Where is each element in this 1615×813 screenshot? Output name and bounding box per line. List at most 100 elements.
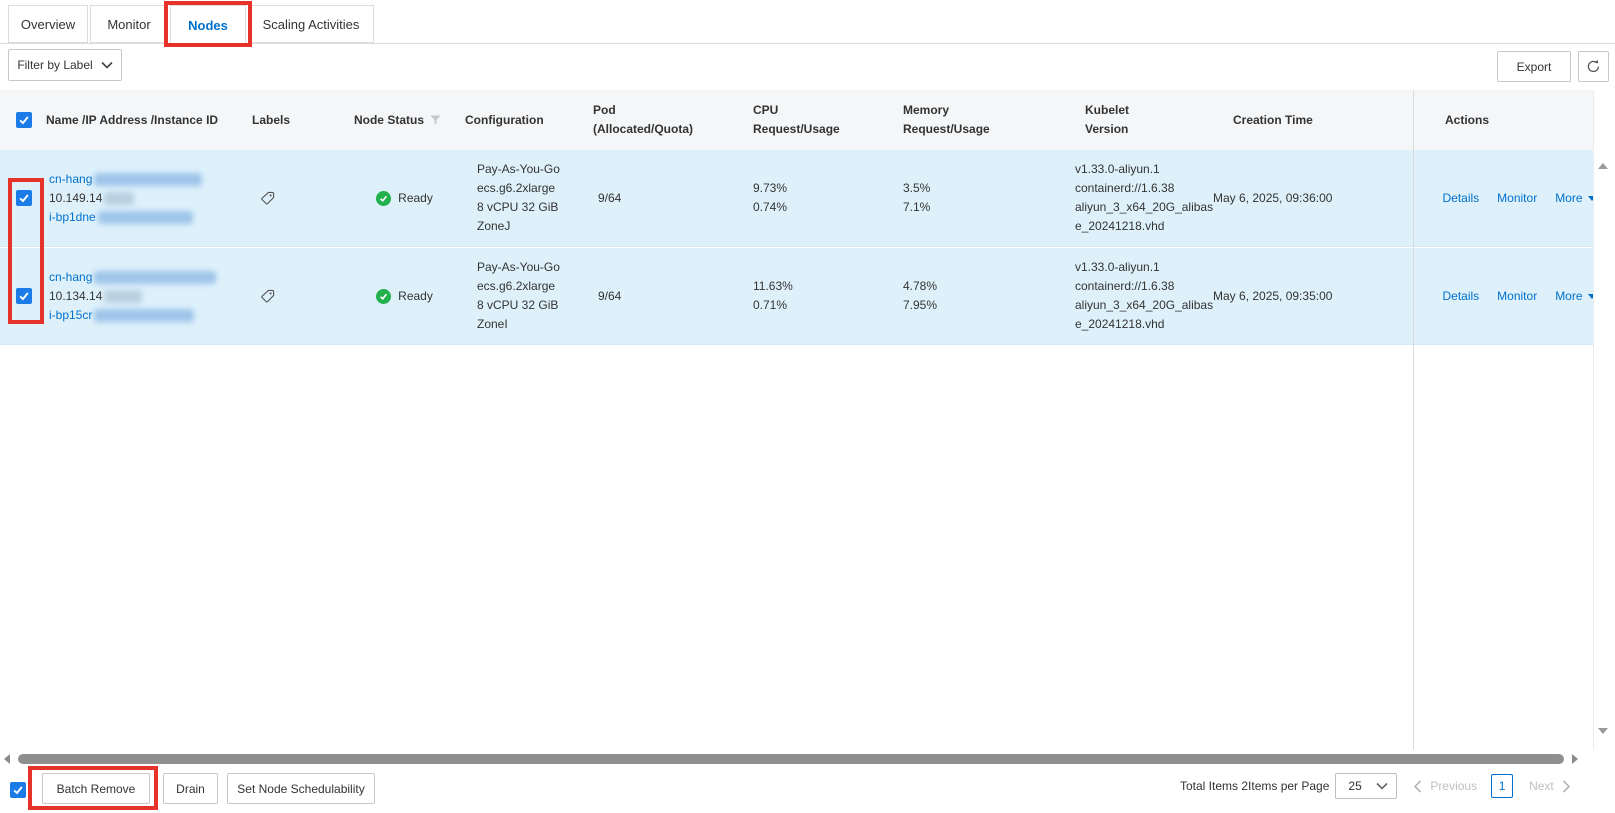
- instance-id-text: i-bp15cr: [49, 307, 93, 322]
- column-header-name[interactable]: Name /IP Address /Instance ID: [46, 112, 219, 127]
- scroll-left-arrow[interactable]: [4, 754, 10, 764]
- cpu-request: 9.73%: [753, 181, 788, 195]
- more-dropdown[interactable]: More: [1555, 190, 1583, 205]
- node-ip: 10.149.14: [49, 189, 252, 208]
- table-row[interactable]: cn-hang 10.134.14 i-bp15cr Ready Pay-As-…: [0, 248, 1593, 345]
- node-name-link[interactable]: cn-hang: [49, 268, 252, 287]
- container-runtime: containerd://1.6.38: [1075, 181, 1175, 195]
- chevron-down-icon: [1376, 782, 1388, 790]
- labels-tag-icon[interactable]: [260, 289, 275, 304]
- instance-id-text: i-bp1dne: [49, 209, 96, 224]
- more-dropdown[interactable]: More: [1555, 288, 1583, 303]
- check-icon: [380, 195, 388, 202]
- cpu-cell: 11.63% 0.71%: [753, 248, 903, 344]
- caret-down-icon: [1587, 195, 1593, 201]
- node-ip-text: 10.134.14: [49, 288, 103, 303]
- drain-label: Drain: [176, 781, 205, 796]
- column-header-creation-time[interactable]: Creation Time: [1233, 112, 1313, 127]
- column-header-actions: Actions: [1445, 112, 1490, 127]
- row-checkbox[interactable]: [16, 288, 32, 304]
- status-ready-icon: [376, 288, 392, 304]
- total-items-text: Total Items 2: [1180, 779, 1249, 793]
- details-link[interactable]: Details: [1442, 288, 1480, 303]
- creation-time: May 6, 2025, 09:36:00: [1213, 190, 1333, 205]
- scroll-right-arrow[interactable]: [1572, 754, 1578, 764]
- labels-tag-icon[interactable]: [260, 191, 275, 206]
- chevron-right-icon[interactable]: [1562, 779, 1571, 793]
- node-ip: 10.134.14: [49, 287, 252, 306]
- row-checkbox[interactable]: [16, 190, 32, 206]
- scroll-up-arrow[interactable]: [1598, 163, 1608, 169]
- kubelet-header-line2: Version: [1085, 122, 1129, 136]
- next-button[interactable]: Next: [1529, 779, 1554, 793]
- redacted-node-name: [94, 172, 203, 186]
- instance-id-link[interactable]: i-bp15cr: [49, 306, 252, 325]
- tabbar-divider: [0, 43, 1615, 44]
- memory-request: 3.5%: [903, 181, 931, 195]
- filter-by-label-dropdown[interactable]: Filter by Label: [8, 49, 122, 81]
- previous-button[interactable]: Previous: [1430, 779, 1478, 793]
- memory-cell: 4.78% 7.95%: [903, 248, 1085, 344]
- status-ready-icon: [376, 190, 392, 206]
- pagination-bar: Total Items 2 Items per Page 25 Previous …: [1180, 770, 1571, 802]
- tab-scaling-activities[interactable]: Scaling Activities: [248, 5, 374, 43]
- node-status-header-text: Node Status: [353, 112, 424, 127]
- monitor-link[interactable]: Monitor: [1497, 190, 1538, 205]
- column-header-node-status[interactable]: Node Status: [330, 90, 465, 150]
- check-icon: [13, 786, 23, 795]
- set-node-schedulability-button[interactable]: Set Node Schedulability: [227, 773, 375, 804]
- chevron-left-icon[interactable]: [1413, 779, 1422, 793]
- redacted-node-name: [94, 270, 217, 284]
- column-header-labels[interactable]: Labels: [252, 112, 291, 127]
- cpu-usage: 0.71%: [753, 298, 788, 312]
- page-number-button[interactable]: 1: [1491, 774, 1514, 798]
- export-button[interactable]: Export: [1497, 51, 1571, 82]
- tab-overview[interactable]: Overview: [8, 5, 88, 43]
- column-header-memory[interactable]: Memory Request/Usage: [903, 90, 1085, 150]
- refresh-button[interactable]: [1578, 51, 1609, 82]
- pod-header-line2: (Allocated/Quota): [593, 122, 694, 136]
- column-header-kubelet[interactable]: Kubelet Version: [1085, 90, 1233, 150]
- refresh-icon: [1587, 59, 1600, 73]
- node-name-link[interactable]: cn-hang: [49, 170, 252, 189]
- scroll-down-arrow[interactable]: [1598, 728, 1608, 734]
- zone: ZoneI: [477, 317, 508, 331]
- batch-remove-label: Batch Remove: [56, 781, 136, 796]
- column-header-pod[interactable]: Pod (Allocated/Quota): [593, 90, 753, 150]
- check-icon: [19, 292, 29, 301]
- memory-usage: 7.1%: [903, 200, 931, 214]
- node-ip-text: 10.149.14: [49, 190, 103, 205]
- node-name-text: cn-hang: [49, 171, 93, 186]
- select-all-checkbox[interactable]: [16, 112, 32, 128]
- instance-id-link[interactable]: i-bp1dne: [49, 208, 252, 227]
- column-header-configuration[interactable]: Configuration: [465, 112, 544, 127]
- creation-time: May 6, 2025, 09:35:00: [1213, 288, 1333, 303]
- footer-select-all-checkbox[interactable]: [10, 782, 26, 798]
- filter-by-label-text: Filter by Label: [17, 58, 93, 72]
- batch-remove-button[interactable]: Batch Remove: [42, 773, 150, 804]
- memory-request: 4.78%: [903, 279, 938, 293]
- node-status-text: Ready: [398, 288, 433, 303]
- actions-column-divider: [1413, 90, 1414, 750]
- tab-monitor[interactable]: Monitor: [90, 5, 168, 43]
- memory-header-line2: Request/Usage: [903, 122, 990, 136]
- kubelet-cell: v1.33.0-aliyun.1 containerd://1.6.38 ali…: [1075, 150, 1233, 246]
- horizontal-scrollbar-thumb[interactable]: [18, 754, 1564, 764]
- configuration-cell: Pay-As-You-Go ecs.g6.2xlarge 8 vCPU 32 G…: [465, 248, 593, 344]
- tab-nodes[interactable]: Nodes: [170, 5, 246, 44]
- details-link[interactable]: Details: [1442, 190, 1480, 205]
- caret-down-icon: [1587, 293, 1593, 299]
- filter-funnel-icon[interactable]: [430, 115, 441, 125]
- page-size-value: 25: [1348, 779, 1362, 793]
- page-size-select[interactable]: 25: [1335, 773, 1398, 799]
- drain-button[interactable]: Drain: [163, 773, 218, 804]
- export-label: Export: [1516, 59, 1552, 74]
- configuration-cell: Pay-As-You-Go ecs.g6.2xlarge 8 vCPU 32 G…: [465, 150, 593, 246]
- os-image-line2: e_20241218.vhd: [1075, 317, 1165, 331]
- column-header-cpu[interactable]: CPU Request/Usage: [753, 90, 903, 150]
- monitor-link[interactable]: Monitor: [1497, 288, 1538, 303]
- check-icon: [19, 194, 29, 203]
- zone: ZoneJ: [477, 219, 511, 233]
- table-row[interactable]: cn-hang 10.149.14 i-bp1dne Ready Pay-As-…: [0, 150, 1593, 247]
- kubelet-header-line1: Kubelet: [1085, 103, 1130, 117]
